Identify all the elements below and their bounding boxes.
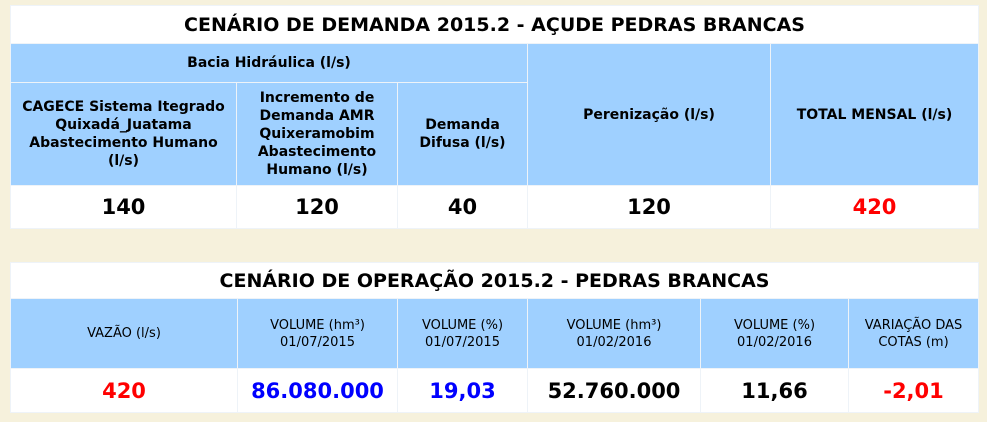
value-cell: 52.760.000 xyxy=(527,368,701,413)
value-cell: 86.080.000 xyxy=(237,368,398,413)
operation-table: CENÁRIO DE OPERAÇÃO 2015.2 - PEDRAS BRAN… xyxy=(10,262,979,413)
column-header: Incremento de Demanda AMR Quixeramobim Abas… xyxy=(236,82,398,186)
header-line: Humano (l/s) xyxy=(266,162,368,178)
header-line: VOLUME (%) xyxy=(421,317,504,333)
header-line: VOLUME (%) xyxy=(733,317,816,333)
column-header: VOLUME (%) 01/07/2015 xyxy=(397,298,528,369)
header-line: VAZÃO (l/s) xyxy=(87,326,161,341)
column-header: VARIAÇÃO DAS COTAS (m) xyxy=(848,298,979,369)
value-cell: 120 xyxy=(527,185,771,229)
column-header: VOLUME (%) 01/02/2016 xyxy=(700,298,849,369)
value-cell: 19,03 xyxy=(397,368,528,413)
column-header: Perenização (l/s) xyxy=(527,43,771,186)
header-line: 01/02/2016 xyxy=(576,334,652,350)
header-line: Quixadá_Juatama xyxy=(55,117,192,133)
value-cell: 120 xyxy=(236,185,398,229)
header-line: VOLUME (hm³) xyxy=(270,317,365,333)
header-line: CAGECE Sistema Itegrado xyxy=(22,99,225,115)
column-header: CAGECE Sistema Itegrado Quixadá_Juatama Ab… xyxy=(10,82,237,186)
value-cell: 420 xyxy=(770,185,979,229)
header-line: (l/s) xyxy=(107,153,140,169)
value-cell: 140 xyxy=(10,185,237,229)
table-title: CENÁRIO DE OPERAÇÃO 2015.2 - PEDRAS BRAN… xyxy=(10,262,979,299)
header-line: Demanda AMR xyxy=(259,108,375,124)
demand-table: CENÁRIO DE DEMANDA 2015.2 - AÇUDE PEDRAS… xyxy=(10,5,979,229)
value-cell: 11,66 xyxy=(700,368,849,413)
column-header: TOTAL MENSAL (l/s) xyxy=(770,43,979,186)
group-header: Bacia Hidráulica (l/s) xyxy=(10,43,528,83)
header-line: Demanda xyxy=(425,117,500,133)
column-header: VOLUME (hm³) 01/07/2015 xyxy=(237,298,398,369)
header-line: COTAS (m) xyxy=(878,334,949,350)
header-line: VOLUME (hm³) xyxy=(566,317,662,333)
header-line: Quixeramobim xyxy=(259,126,375,142)
header-line: Abastecimento xyxy=(257,144,377,160)
table-title: CENÁRIO DE DEMANDA 2015.2 - AÇUDE PEDRAS… xyxy=(10,5,979,44)
header-line: 01/02/2016 xyxy=(737,334,812,350)
value-cell: 40 xyxy=(397,185,528,229)
header-line: VARIAÇÃO DAS xyxy=(864,317,963,333)
column-header: VAZÃO (l/s) xyxy=(10,298,238,369)
header-line: Difusa (l/s) xyxy=(419,135,506,151)
header-line: Incremento de xyxy=(259,90,375,106)
header-line: 01/07/2015 xyxy=(280,334,355,350)
header-line: Abastecimento Humano xyxy=(29,135,218,151)
value-cell: -2,01 xyxy=(848,368,979,413)
value-cell: 420 xyxy=(10,368,238,413)
column-header: Demanda Difusa (l/s) xyxy=(397,82,528,186)
column-header: VOLUME (hm³) 01/02/2016 xyxy=(527,298,701,369)
header-line: 01/07/2015 xyxy=(425,334,500,350)
